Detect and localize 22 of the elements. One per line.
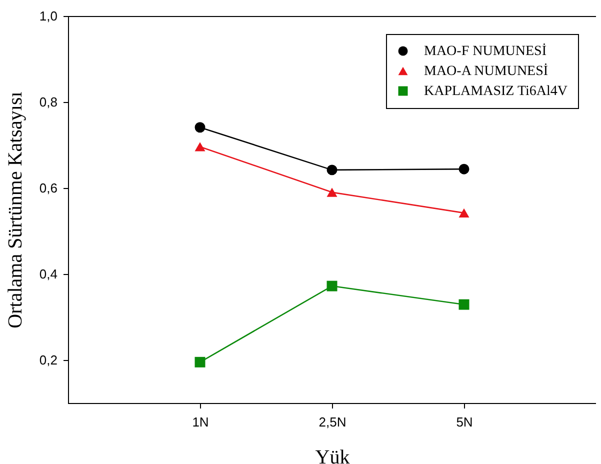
point	[194, 122, 206, 133]
legend-label: MAO-A NUMUNESİ	[424, 63, 548, 79]
x-tick-label: 5N	[456, 414, 473, 430]
y-tick-label: 0,6	[39, 180, 58, 196]
point	[194, 142, 206, 152]
x-tick-label: 1N	[192, 414, 209, 430]
point	[326, 188, 338, 197]
x-axis-title: Yük	[315, 446, 350, 464]
point	[458, 208, 470, 218]
legend-label: MAO-F NUMUNESİ	[424, 43, 547, 59]
y-tick-label: 0,4	[39, 266, 58, 282]
point	[458, 299, 470, 310]
y-tick-label: 1,0	[39, 8, 58, 24]
y-tick-label: 0,2	[39, 352, 58, 368]
point	[326, 280, 338, 292]
x-tick-label: 2,5N	[318, 414, 346, 430]
point	[194, 356, 206, 368]
y-tick-label: 0,8	[39, 94, 58, 110]
point	[458, 164, 470, 174]
legend-label: KAPLAMASIZ Ti6Al4V	[424, 84, 568, 99]
point	[326, 164, 338, 176]
y-axis-title: Ortalama Sürtünme Katsayısı	[4, 91, 26, 328]
